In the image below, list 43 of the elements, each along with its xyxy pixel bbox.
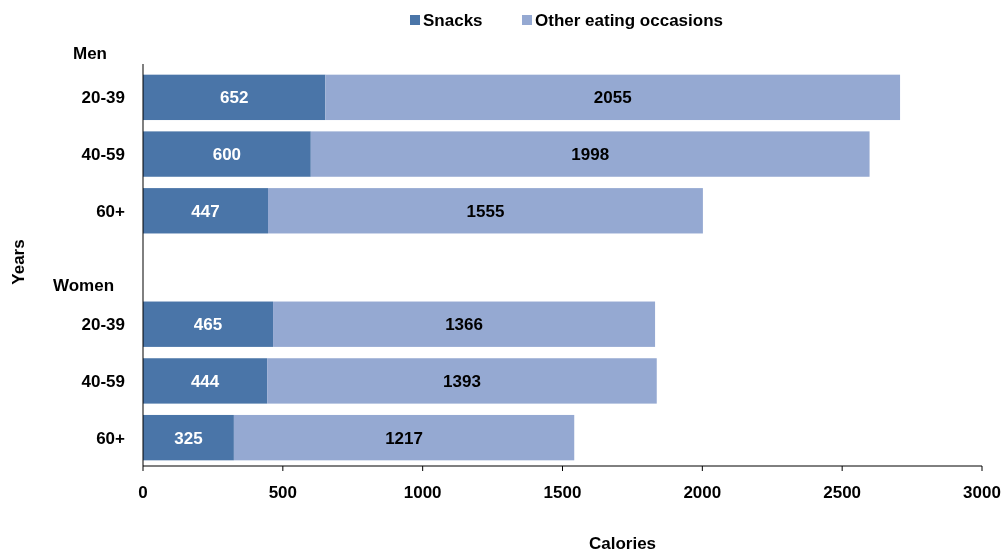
legend-label: Snacks bbox=[423, 10, 483, 30]
y-tick-label: 60+ bbox=[96, 428, 126, 448]
data-label: 1393 bbox=[443, 371, 481, 391]
bar bbox=[143, 74, 326, 121]
bar bbox=[143, 301, 274, 347]
x-axis-title: Calories bbox=[588, 534, 657, 553]
bar bbox=[143, 414, 234, 461]
x-tick-label: 2500 bbox=[823, 483, 862, 502]
data-label: 465 bbox=[193, 315, 223, 335]
bar bbox=[325, 74, 901, 121]
bar bbox=[273, 301, 656, 347]
data-label: 1366 bbox=[445, 315, 483, 335]
data-label: 1555 bbox=[466, 201, 505, 221]
y-tick-label: 40-59 bbox=[81, 145, 125, 165]
y-axis-title: Years bbox=[9, 239, 28, 285]
data-label: 1998 bbox=[571, 145, 610, 165]
data-label: 447 bbox=[191, 201, 220, 221]
data-label: 652 bbox=[219, 88, 249, 108]
x-tick-label: 1000 bbox=[403, 483, 442, 502]
y-tick-label: 20-39 bbox=[81, 315, 125, 335]
bar bbox=[268, 188, 703, 234]
y-tick-label: 20-39 bbox=[81, 88, 125, 108]
data-label: 2055 bbox=[593, 88, 632, 108]
bar bbox=[143, 131, 311, 177]
x-tick-label: 3000 bbox=[963, 483, 1001, 502]
x-tick-label: 500 bbox=[268, 483, 298, 502]
y-tick-label: 40-59 bbox=[81, 371, 125, 391]
bar bbox=[233, 414, 575, 461]
bar bbox=[310, 131, 870, 177]
y-tick-label: 60+ bbox=[96, 201, 126, 221]
x-tick-label: 2000 bbox=[683, 483, 722, 502]
bar bbox=[143, 188, 269, 234]
bar bbox=[267, 358, 657, 404]
legend-label: Other eating occasions bbox=[535, 10, 723, 30]
x-tick-label: 0 bbox=[138, 483, 148, 502]
bar bbox=[143, 358, 268, 404]
text: Women bbox=[53, 276, 115, 296]
data-label: 600 bbox=[212, 145, 242, 165]
data-label: 444 bbox=[190, 371, 220, 391]
data-label: 1217 bbox=[385, 428, 423, 448]
text: Men bbox=[73, 43, 107, 63]
x-tick-label: 1500 bbox=[543, 483, 582, 502]
data-label: 325 bbox=[174, 428, 203, 448]
